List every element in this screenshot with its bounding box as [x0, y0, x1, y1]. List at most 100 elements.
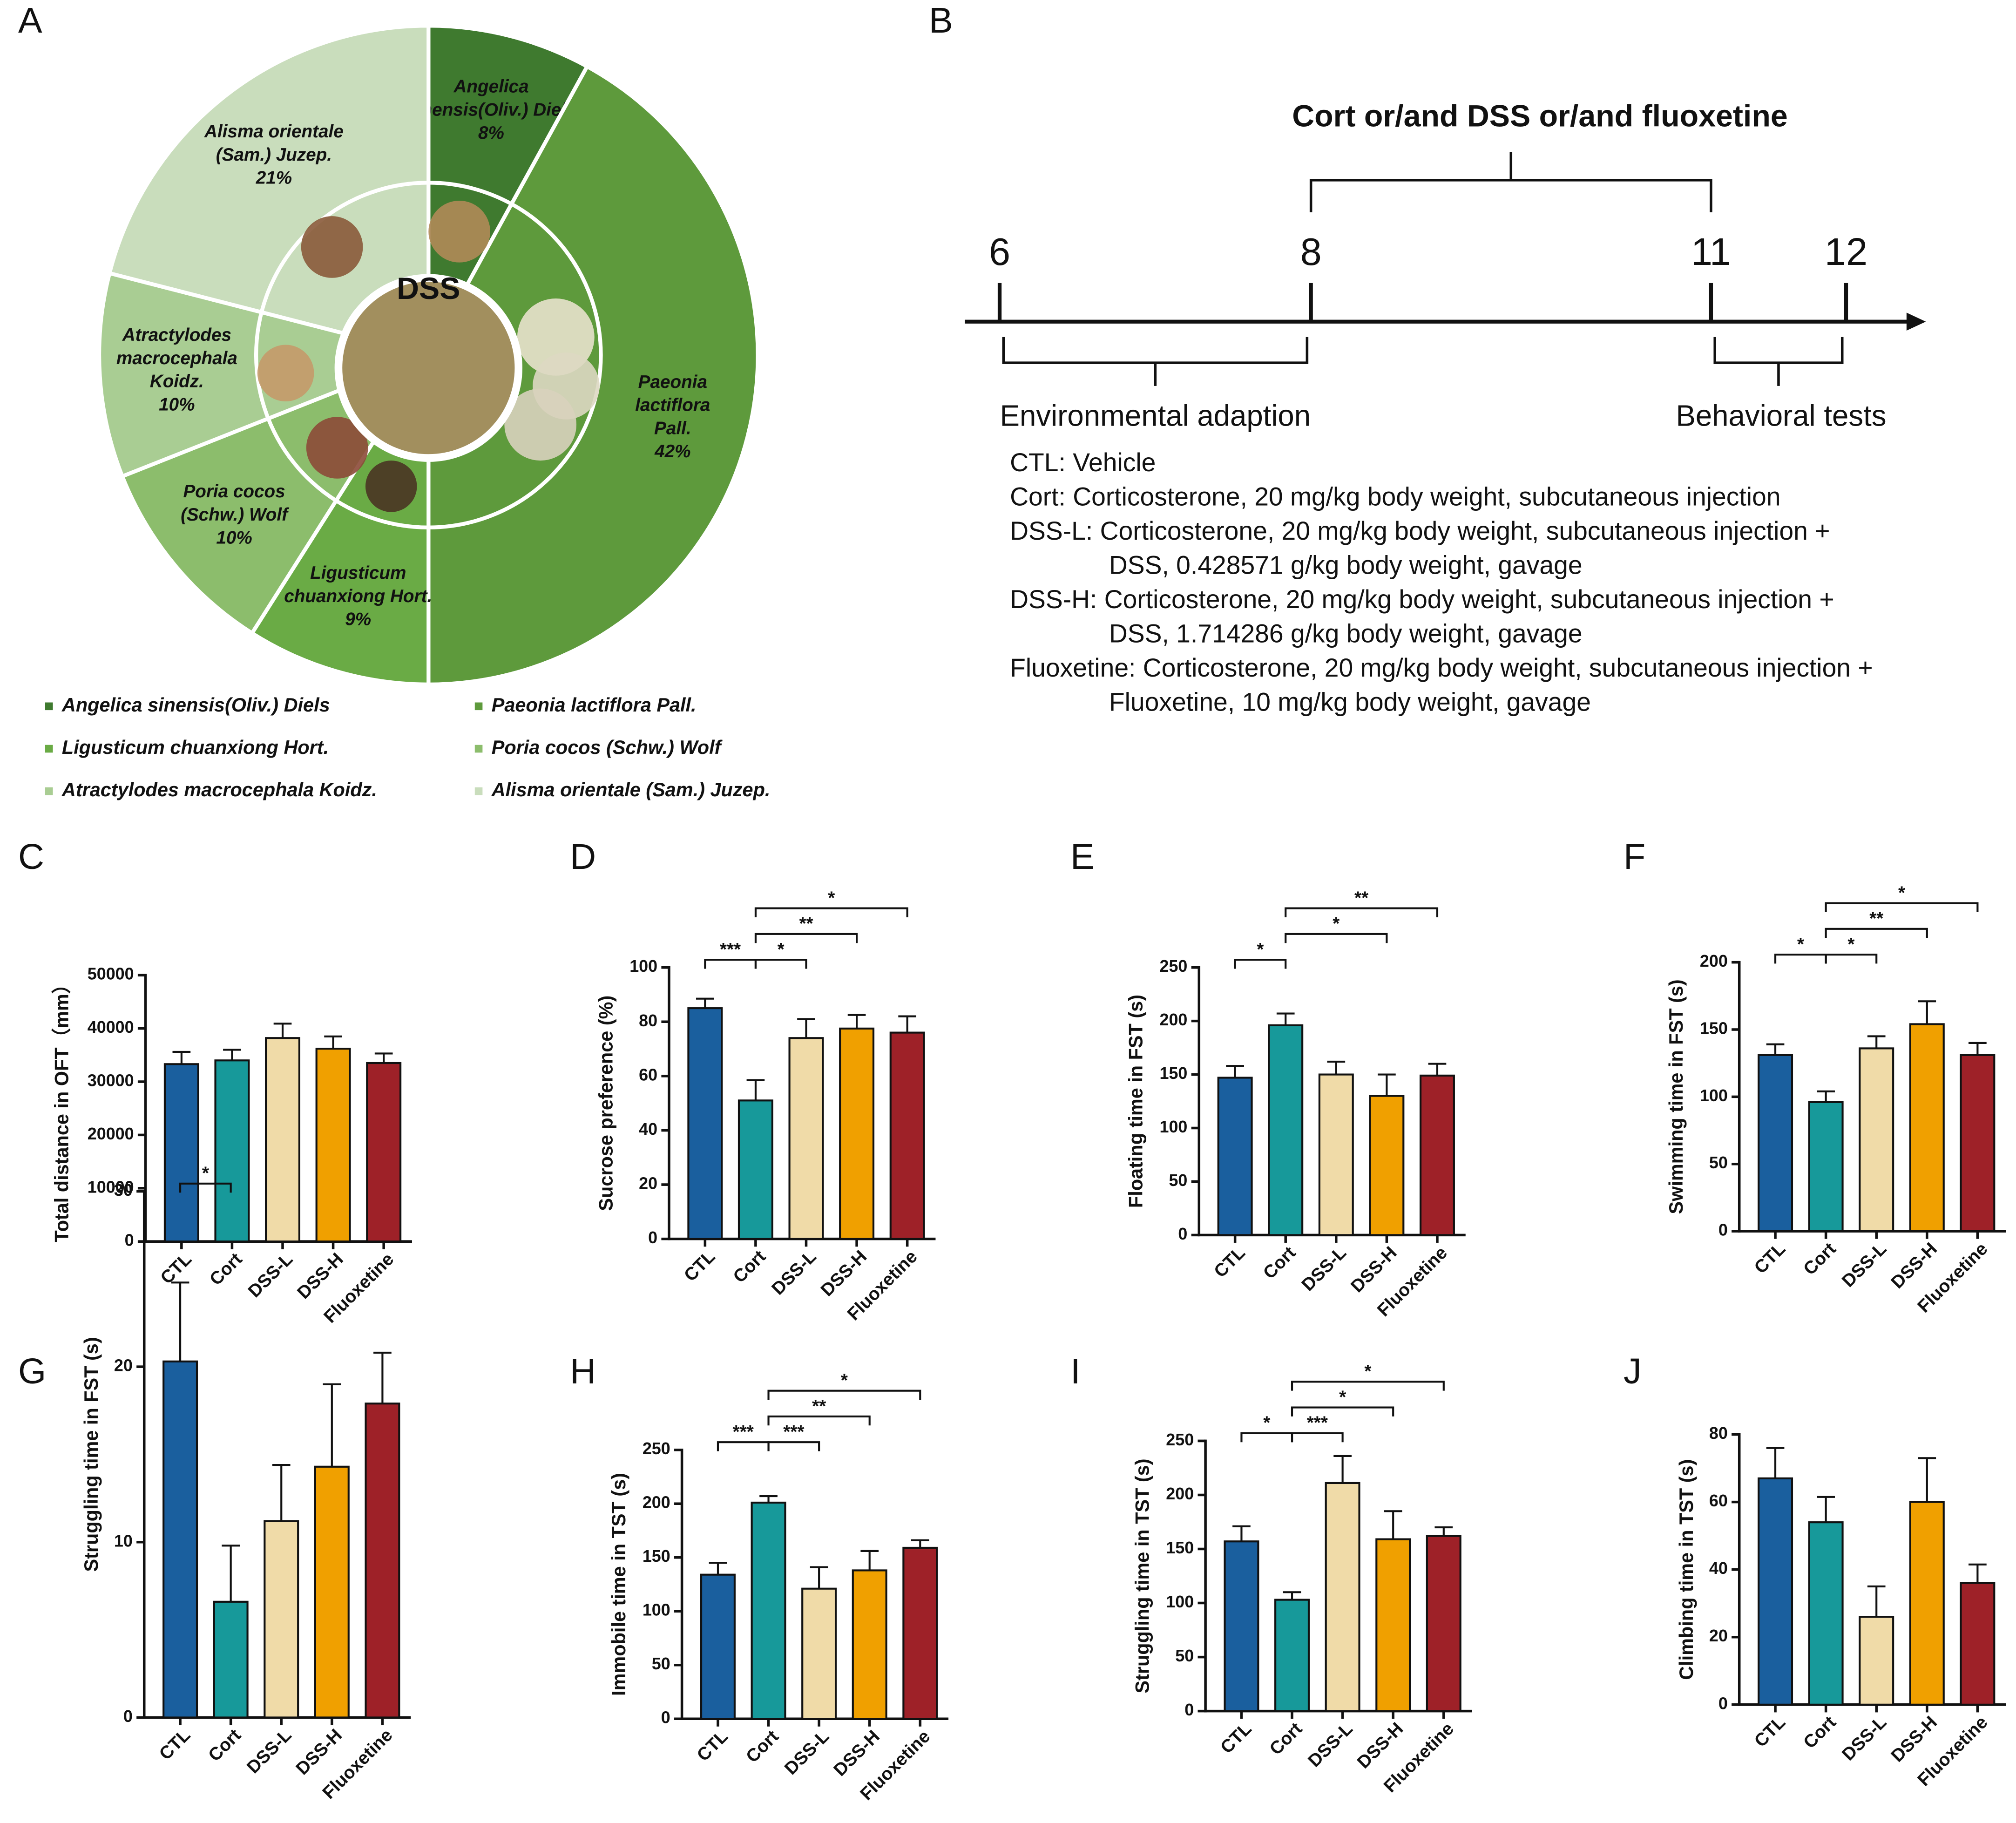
- y-tick-label: 250: [643, 1439, 670, 1458]
- herb-photo: [301, 216, 363, 278]
- x-tick-label: DSS-L: [244, 1249, 297, 1301]
- error-bar: [1378, 1073, 1396, 1096]
- group-description: Cort: Corticosterone, 20 mg/kg body weig…: [1010, 482, 1780, 511]
- error-bar: [374, 1052, 393, 1063]
- bar: [902, 1546, 938, 1720]
- y-tick-label: 20000: [88, 1124, 134, 1143]
- y-tick-label: 100: [1159, 1117, 1187, 1136]
- slice-value-label: 10%: [159, 394, 195, 414]
- error-bar: [797, 1018, 815, 1038]
- bar: [1426, 1535, 1461, 1712]
- y-tick-label: 0: [123, 1707, 133, 1726]
- bar: [1274, 1599, 1310, 1712]
- timeline-title: Cort or/and DSS or/and fluoxetine: [1292, 99, 1788, 134]
- error-bar: [1867, 1035, 1886, 1049]
- error-bar: [323, 1383, 341, 1467]
- bar: [315, 1048, 351, 1243]
- bar: [1960, 1054, 1996, 1233]
- error-bar: [272, 1464, 291, 1521]
- phase-label: Behavioral tests: [1676, 400, 1886, 433]
- significance-bracket: [1291, 1432, 1344, 1443]
- y-tick-label: 80: [639, 1011, 657, 1030]
- significance-label: **: [1869, 909, 1884, 929]
- x-tick-label: DSS-L: [1304, 1719, 1356, 1771]
- error-bar: [1969, 1563, 1987, 1583]
- bar: [213, 1600, 249, 1719]
- significance-bracket: [1291, 1406, 1394, 1416]
- y-tick-label: 250: [1159, 956, 1187, 976]
- error-bar: [1226, 1065, 1244, 1078]
- slice-label: (Schw.) Wolf: [181, 505, 290, 525]
- significance-bracket: [754, 933, 858, 943]
- legend-label: Ligusticum chuanxiong Hort.: [62, 736, 329, 758]
- significance-bracket: [1291, 1381, 1445, 1391]
- error-bar: [1766, 1447, 1785, 1478]
- significance-bracket: [717, 1441, 770, 1451]
- y-tick-label: 80: [1709, 1423, 1728, 1443]
- significance-bracket: [1285, 933, 1388, 943]
- panel-letter: G: [18, 1351, 46, 1391]
- error-bar: [273, 1023, 292, 1038]
- herb-photo: [257, 345, 314, 402]
- legend-label: Alisma orientale (Sam.) Juzep.: [491, 779, 771, 800]
- legend-label: Atractylodes macrocephala Koidz.: [61, 779, 377, 800]
- panel-letter: I: [1070, 1351, 1081, 1391]
- bar: [366, 1062, 402, 1243]
- bar: [687, 1007, 723, 1240]
- significance-label: *: [1847, 935, 1855, 955]
- y-tick-label: 150: [1700, 1018, 1728, 1037]
- panel-letter: D: [570, 837, 596, 877]
- x-tick-label: DSS-L: [1838, 1712, 1890, 1764]
- x-tick-label: Cort: [204, 1725, 245, 1766]
- error-bar: [324, 1035, 342, 1049]
- y-tick-label: 40: [639, 1119, 657, 1139]
- y-tick-label: 10: [114, 1531, 133, 1550]
- significance-label: *: [202, 1164, 210, 1184]
- group-description: Fluoxetine: Corticosterone, 20 mg/kg bod…: [1010, 653, 1873, 682]
- y-axis-label: Swimming time in FST (s): [1665, 979, 1687, 1214]
- bar: [1909, 1501, 1945, 1706]
- y-axis-label: Floating time in FST (s): [1125, 995, 1147, 1208]
- error-bar: [1918, 1457, 1936, 1502]
- x-tick-label: CTL: [1217, 1719, 1256, 1758]
- slice-value-label: 21%: [256, 168, 292, 188]
- y-axis-label: Immobile time in TST (s): [608, 1473, 629, 1696]
- x-tick-label: Cort: [1259, 1243, 1300, 1283]
- significance-label: *: [1257, 940, 1264, 960]
- bar: [314, 1465, 350, 1719]
- group-description: DSS-H: Corticosterone, 20 mg/kg body wei…: [1010, 585, 1834, 614]
- bar: [1318, 1073, 1354, 1236]
- error-bar: [222, 1545, 240, 1602]
- significance-label: *: [828, 888, 835, 908]
- y-tick-label: 50: [652, 1654, 670, 1673]
- legend-label: Angelica sinensis(Oliv.) Diels: [61, 694, 330, 716]
- legend-label: Paeonia lactiflora Pall.: [492, 694, 697, 716]
- significance-label: *: [1333, 914, 1340, 934]
- x-tick-label: Cort: [1266, 1719, 1306, 1759]
- legend-swatch: [45, 745, 53, 753]
- error-bar: [171, 1281, 189, 1362]
- x-tick-label: CTL: [693, 1727, 732, 1766]
- y-tick-label: 20: [1709, 1626, 1728, 1645]
- panel-letter: A: [18, 0, 42, 41]
- x-tick-label: DSS-L: [243, 1725, 295, 1777]
- bar: [1325, 1482, 1360, 1712]
- group-description: Fluoxetine, 10 mg/kg body weight, gavage: [1109, 687, 1591, 716]
- slice-label: Alisma orientale: [204, 122, 344, 142]
- panel-letter: H: [570, 1351, 596, 1391]
- y-axis-label: Total distance in OFT（mm）: [51, 975, 73, 1242]
- error-bar: [1766, 1043, 1785, 1055]
- bar: [1217, 1077, 1253, 1236]
- error-bar: [1428, 1063, 1447, 1076]
- significance-bracket: [754, 907, 908, 917]
- y-tick-label: 100: [1700, 1086, 1728, 1105]
- significance-label: ***: [733, 1422, 754, 1442]
- herb-photo: [504, 388, 577, 461]
- error-bar: [373, 1351, 392, 1404]
- bar: [839, 1027, 875, 1240]
- y-tick-label: 20: [114, 1356, 133, 1375]
- x-tick-label: CTL: [1751, 1712, 1790, 1751]
- error-bar: [1276, 1012, 1295, 1025]
- x-tick-label: Cort: [742, 1726, 783, 1767]
